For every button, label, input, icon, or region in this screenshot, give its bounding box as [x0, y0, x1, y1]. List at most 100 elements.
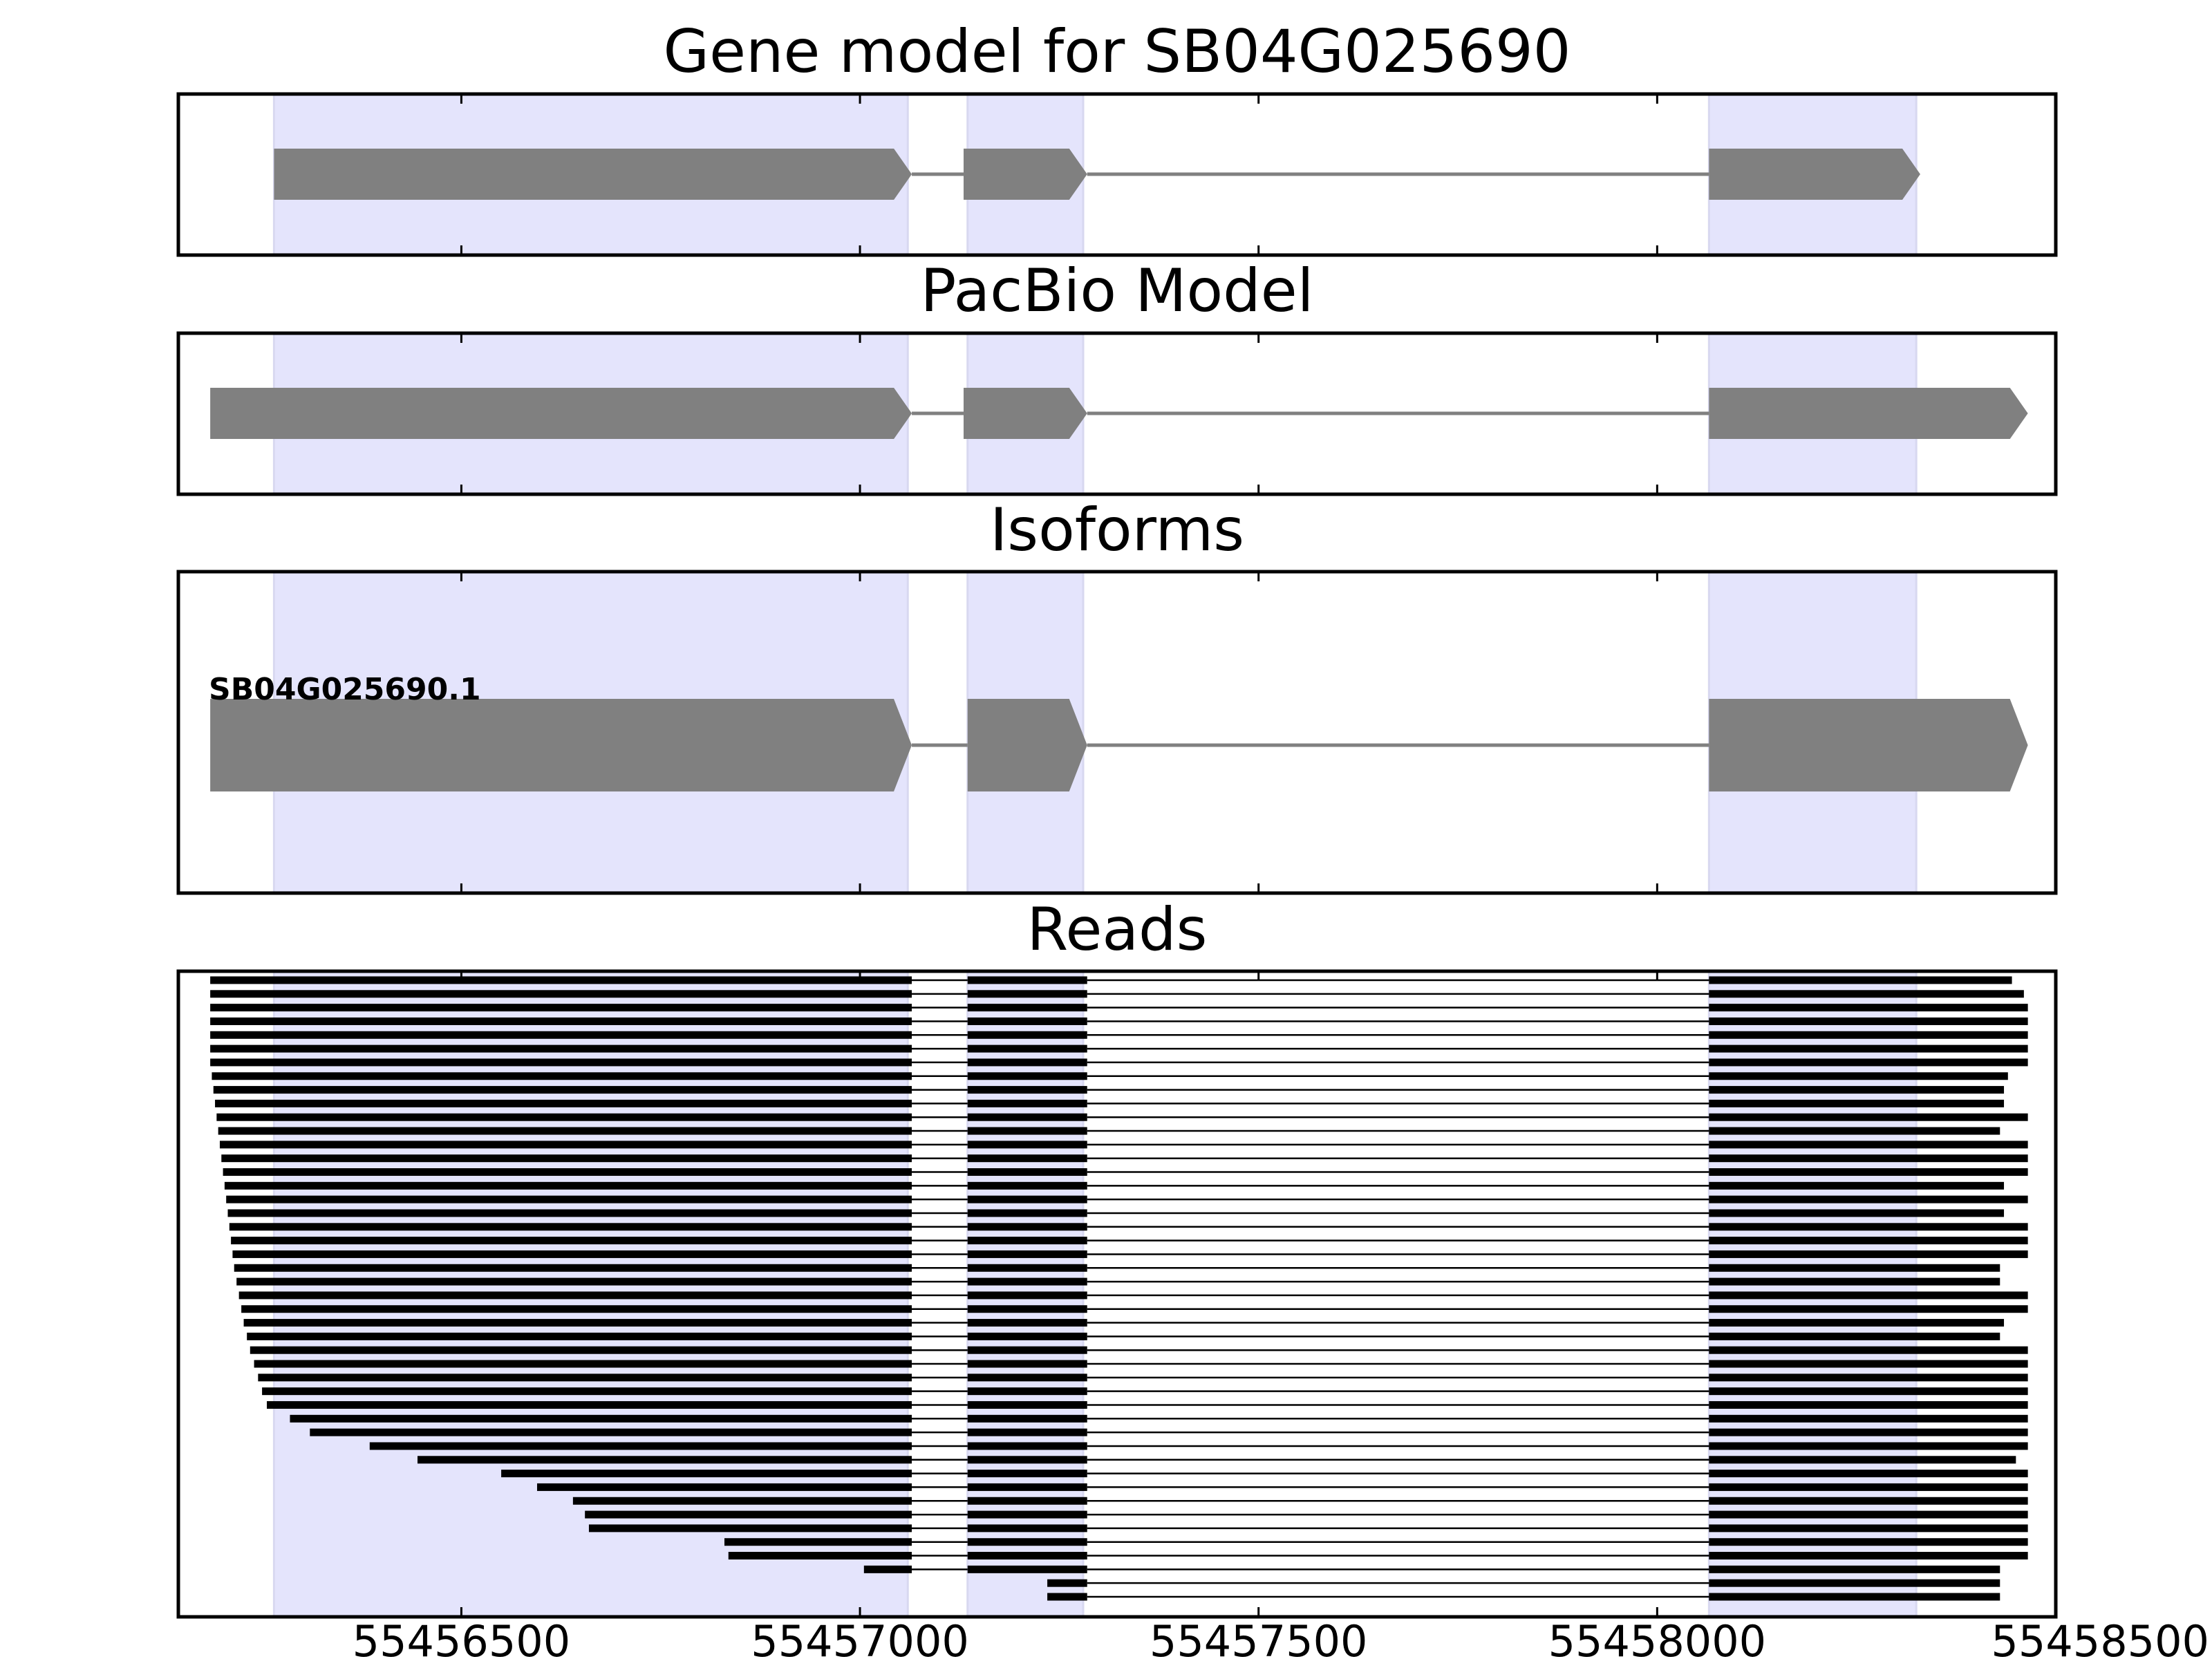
read-block: [967, 1017, 1087, 1025]
read-block: [247, 1332, 912, 1340]
read-block: [1709, 1113, 2028, 1121]
read-block: [967, 1497, 1087, 1505]
read-block: [967, 1031, 1087, 1039]
read-block: [227, 1209, 912, 1217]
exon-block: [967, 699, 1087, 791]
exon-block: [1709, 699, 2028, 791]
read-block: [210, 1058, 912, 1067]
read-block: [967, 1277, 1087, 1286]
read-block: [967, 1332, 1087, 1340]
read-block: [967, 990, 1087, 998]
exon-block: [274, 149, 912, 200]
read-block: [224, 1181, 912, 1190]
x-tick-label: 55457500: [1150, 1616, 1368, 1659]
x-axis-tick-labels: 55456500 55457000 55457500 55458000 5545…: [353, 1616, 2209, 1659]
read-block: [967, 1552, 1087, 1560]
read-block: [231, 1237, 912, 1245]
read-block: [1709, 1593, 2000, 1601]
exon-block: [210, 699, 912, 791]
read-block: [226, 1195, 912, 1203]
read-block: [967, 1524, 1087, 1533]
read-block: [967, 976, 1087, 984]
read-block: [262, 1387, 912, 1396]
read-block: [216, 1113, 912, 1121]
read-block: [1047, 1579, 1087, 1587]
read-block: [585, 1510, 912, 1519]
read-block: [1709, 990, 2024, 998]
read-block: [967, 1209, 1087, 1217]
read-block: [1709, 1154, 2028, 1163]
read-block: [1709, 1319, 2005, 1327]
gene-model-title: Gene model for SB04G025690: [664, 17, 1571, 86]
gene-model-frame: [176, 92, 2058, 257]
isoforms-frame: [176, 570, 2058, 895]
read-block: [967, 1141, 1087, 1149]
read-block: [967, 1456, 1087, 1464]
read-block: [1709, 1209, 2005, 1217]
x-tick-label: 55456500: [353, 1616, 571, 1659]
pacbio-model-track: [210, 388, 2028, 439]
read-block: [1709, 1141, 2028, 1149]
read-block: [1709, 1374, 2028, 1382]
isoform-label: SB04G025690.1: [209, 672, 481, 707]
reads-frame: [176, 969, 2058, 1619]
read-block: [1709, 1414, 2028, 1423]
read-block: [1709, 1237, 2028, 1245]
read-block: [967, 1154, 1087, 1163]
read-block: [212, 1072, 912, 1080]
x-tick-label: 55458000: [1548, 1616, 1767, 1659]
read-block: [1709, 1565, 2000, 1573]
read-block: [967, 1237, 1087, 1245]
read-block: [221, 1154, 912, 1163]
read-block: [1709, 1031, 2028, 1039]
read-block: [536, 1483, 912, 1491]
read-block: [1709, 1017, 2028, 1025]
read-block: [219, 1141, 912, 1149]
isoforms-panel: Isoforms SB04G025690.1: [176, 496, 2058, 895]
read-block: [967, 1044, 1087, 1053]
read-block: [1709, 1181, 2005, 1190]
read-block: [501, 1470, 912, 1478]
read-block: [1709, 1428, 2028, 1436]
read-block: [210, 1044, 912, 1053]
reads-title: Reads: [1027, 895, 1208, 964]
read-block: [967, 1470, 1087, 1478]
read-block: [267, 1400, 912, 1409]
read-block: [369, 1442, 912, 1450]
exon-block: [1709, 149, 1920, 200]
read-block: [967, 1264, 1087, 1272]
exon-block: [963, 388, 1087, 439]
read-block: [967, 1181, 1087, 1190]
read-block: [1709, 1250, 2028, 1258]
read-block: [1709, 1004, 2028, 1012]
read-block: [213, 1086, 912, 1094]
read-block: [967, 1305, 1087, 1313]
gene-model-panel: Gene model for SB04G025690: [176, 17, 2058, 257]
read-block: [1709, 1168, 2028, 1177]
read-block: [1709, 1099, 2005, 1107]
read-block: [243, 1319, 912, 1327]
read-block: [967, 1113, 1087, 1121]
read-block: [241, 1305, 912, 1313]
read-block: [967, 1072, 1087, 1080]
x-tick-label: 55458500: [1991, 1616, 2209, 1659]
read-block: [1709, 1291, 2028, 1300]
read-block: [1709, 1058, 2028, 1067]
read-block: [863, 1565, 912, 1573]
read-block: [1709, 1552, 2028, 1560]
read-block: [210, 1017, 912, 1025]
read-block: [1709, 1387, 2028, 1396]
read-block: [1709, 976, 2012, 984]
pacbio-model-title: PacBio Model: [920, 256, 1313, 326]
read-block: [967, 1414, 1087, 1423]
read-block: [1709, 1264, 2000, 1272]
read-block: [218, 1127, 912, 1135]
read-block: [967, 1565, 1087, 1573]
exon-block: [963, 149, 1087, 200]
read-block: [1709, 1497, 2028, 1505]
read-block: [588, 1524, 912, 1533]
pacbio-model-panel: PacBio Model: [176, 256, 2058, 496]
isoforms-title: Isoforms: [990, 496, 1244, 565]
read-block: [572, 1497, 912, 1505]
